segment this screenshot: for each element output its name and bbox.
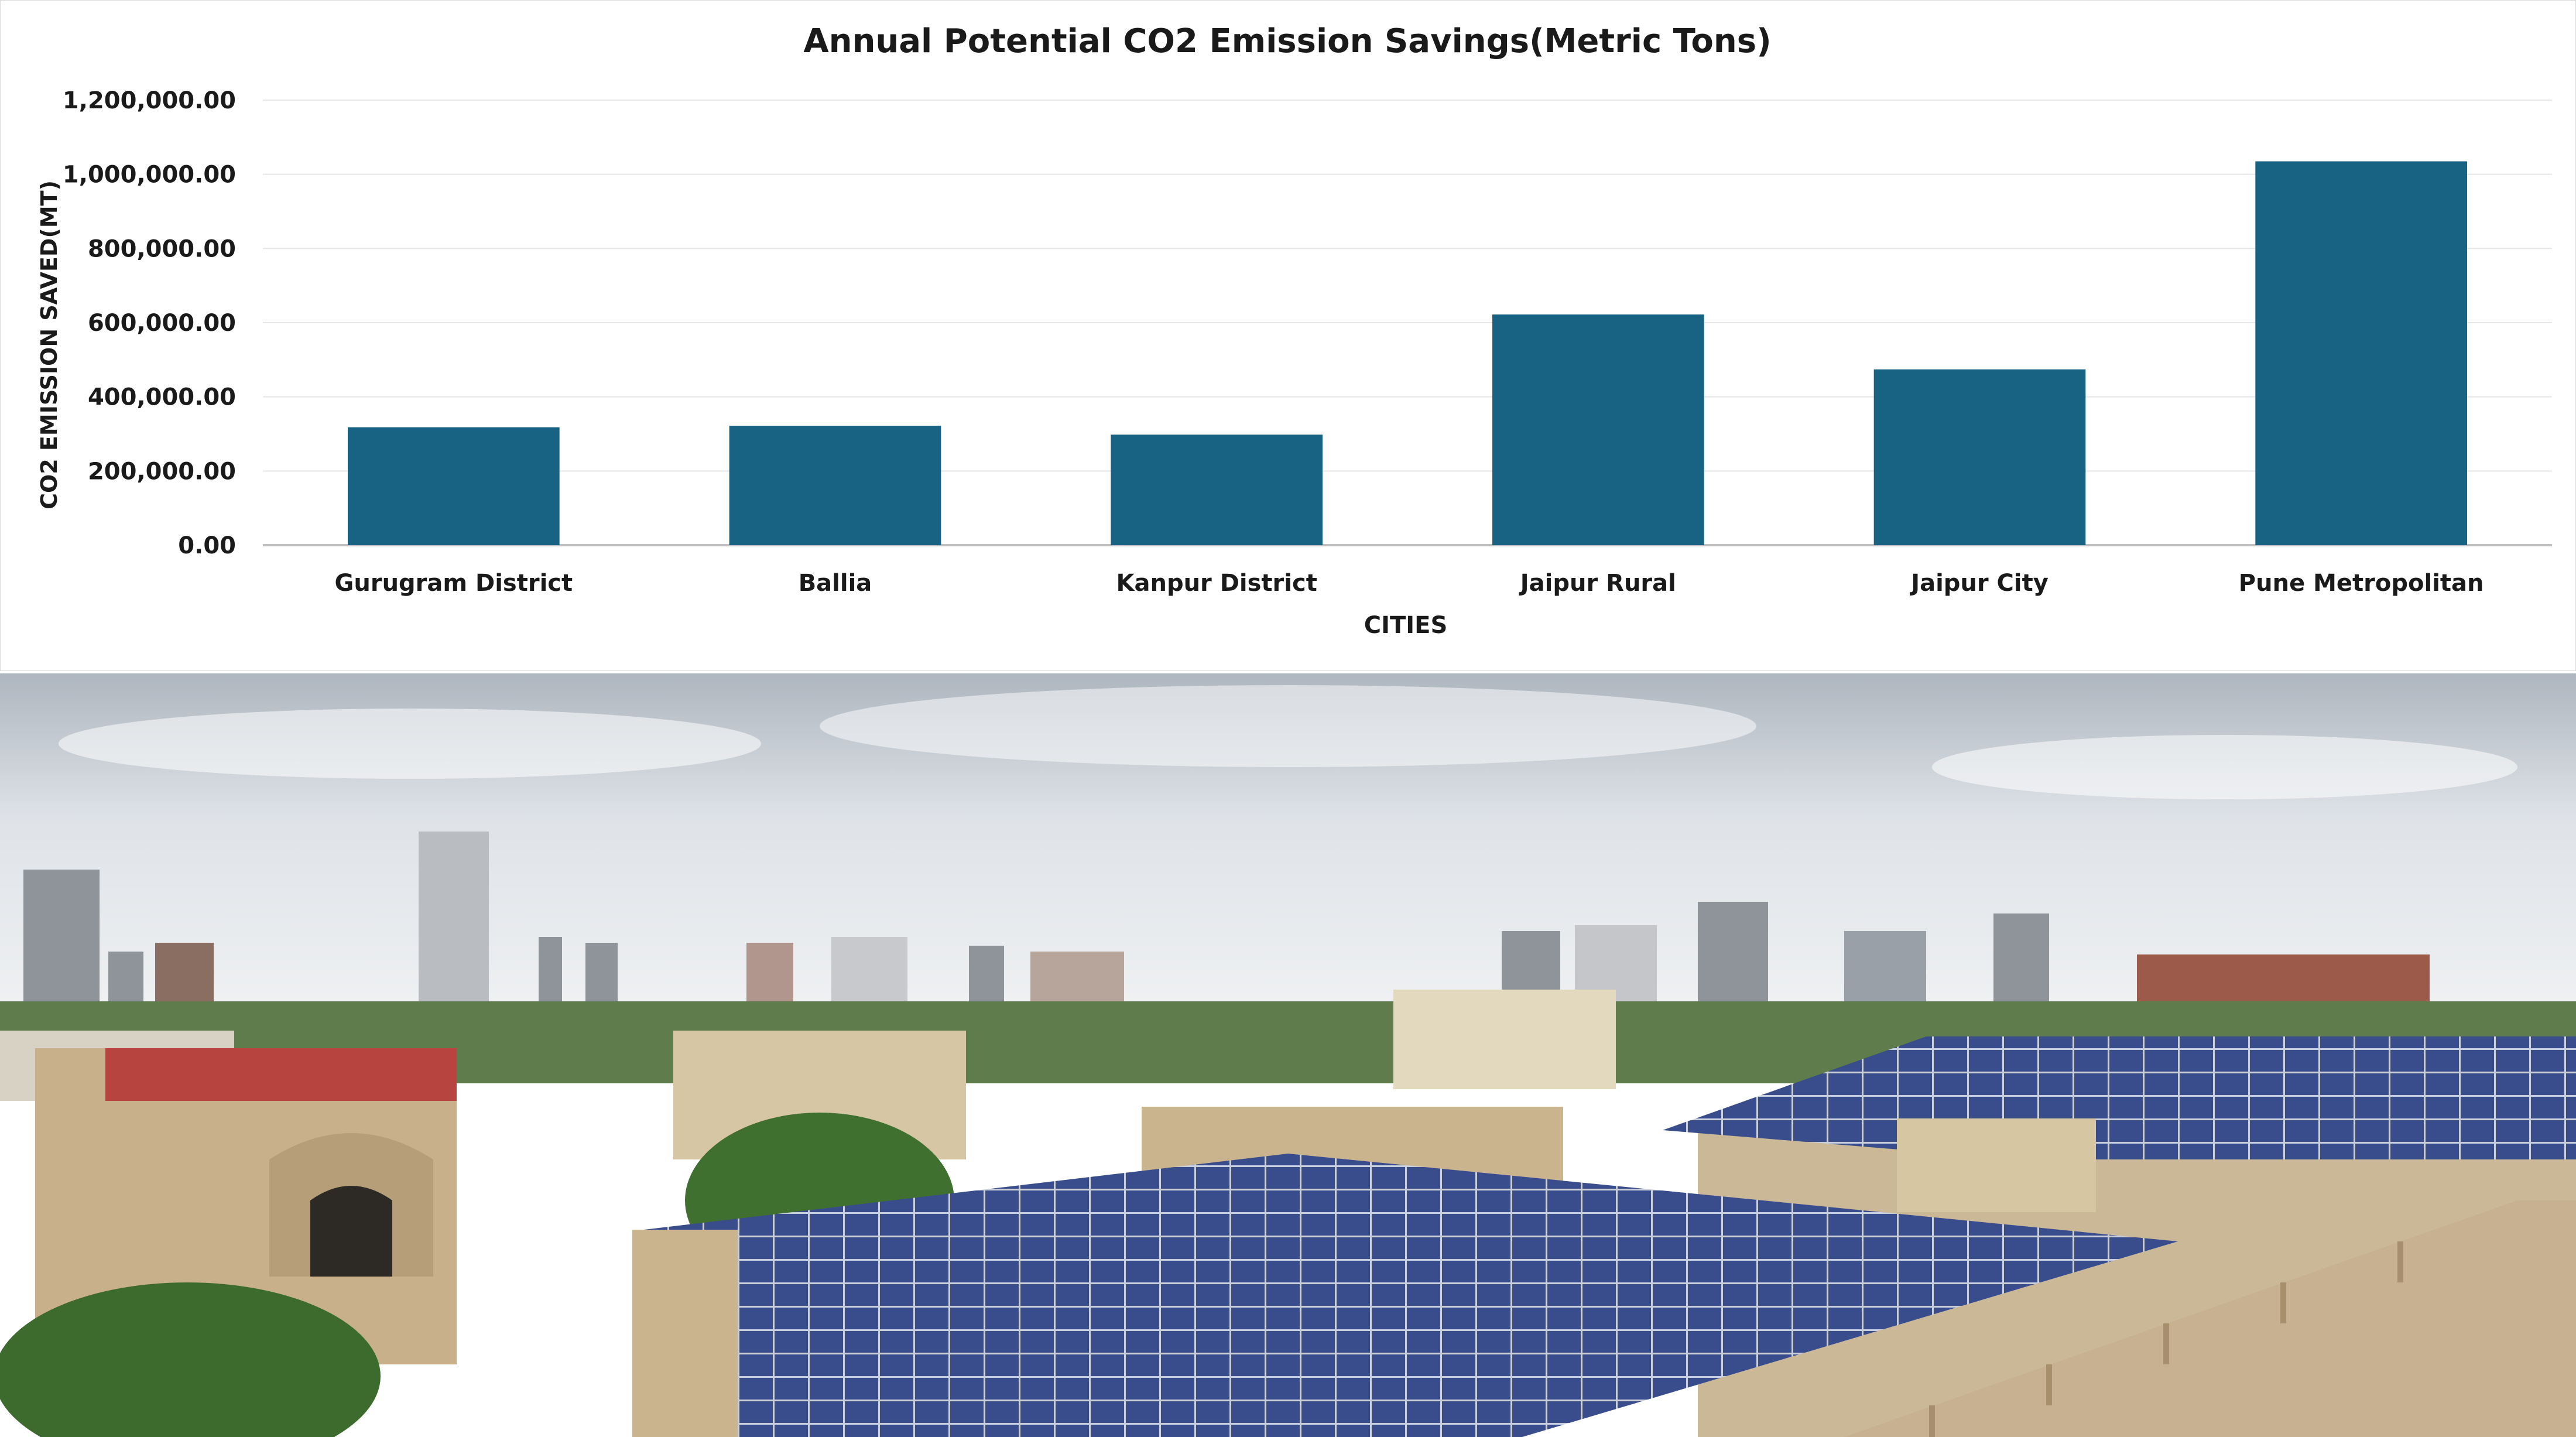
bar <box>729 426 941 545</box>
x-tick-label: Jaipur City <box>1909 570 2049 597</box>
y-tick-labels: 0.00 200,000.00 400,000.00 600,000.00 800,00… <box>63 87 236 559</box>
solar-array-main <box>644 1154 2178 1437</box>
y-tick-label: 1,200,000.00 <box>63 87 236 114</box>
cloud <box>1932 735 2517 799</box>
bar <box>1492 314 1704 545</box>
rooftop-structure <box>1897 1118 2096 1212</box>
x-tick-labels: Gurugram District Ballia Kanpur District Ja… <box>335 570 2484 597</box>
bar-chart: Annual Potential CO2 Emission Savings(Me… <box>36 22 2552 639</box>
x-axis-title: CITIES <box>1364 612 1448 639</box>
y-tick-label: 400,000.00 <box>88 384 236 411</box>
balustrade-posts <box>1929 1241 2403 1437</box>
solar-array-right <box>1663 1036 2576 1159</box>
gridlines <box>263 100 2552 546</box>
y-tick-label: 200,000.00 <box>88 458 236 485</box>
x-tick-label: Jaipur Rural <box>1519 570 1676 597</box>
x-tick-label: Gurugram District <box>335 570 573 597</box>
bar <box>1873 369 2086 545</box>
cloud <box>59 709 761 779</box>
balustrade <box>1844 1200 2576 1437</box>
bar <box>347 427 560 545</box>
bars <box>347 161 2468 545</box>
x-tick-label: Ballia <box>799 570 872 597</box>
chart-panel: Annual Potential CO2 Emission Savings(Me… <box>0 0 2576 671</box>
cloud <box>820 685 1756 767</box>
chart-title: Annual Potential CO2 Emission Savings(Me… <box>803 22 1771 60</box>
y-tick-label: 1,000,000.00 <box>63 162 236 189</box>
bar <box>2255 161 2468 545</box>
y-tick-label: 800,000.00 <box>88 235 236 262</box>
arched-window <box>310 1186 392 1277</box>
rooftop-solar-photo <box>0 673 2576 1437</box>
y-tick-label: 600,000.00 <box>88 310 236 337</box>
trees <box>0 1282 381 1437</box>
red-roof <box>105 1048 457 1101</box>
y-axis-title: CO2 EMISSION SAVED(MT) <box>36 180 62 509</box>
parapet <box>632 1230 738 1437</box>
solar-cityscape-illustration <box>0 673 2576 1437</box>
building <box>1393 990 1616 1089</box>
bar <box>1111 434 1323 545</box>
x-tick-label: Pune Metropolitan <box>2239 570 2484 597</box>
y-tick-label: 0.00 <box>178 532 236 559</box>
x-tick-label: Kanpur District <box>1116 570 1317 597</box>
